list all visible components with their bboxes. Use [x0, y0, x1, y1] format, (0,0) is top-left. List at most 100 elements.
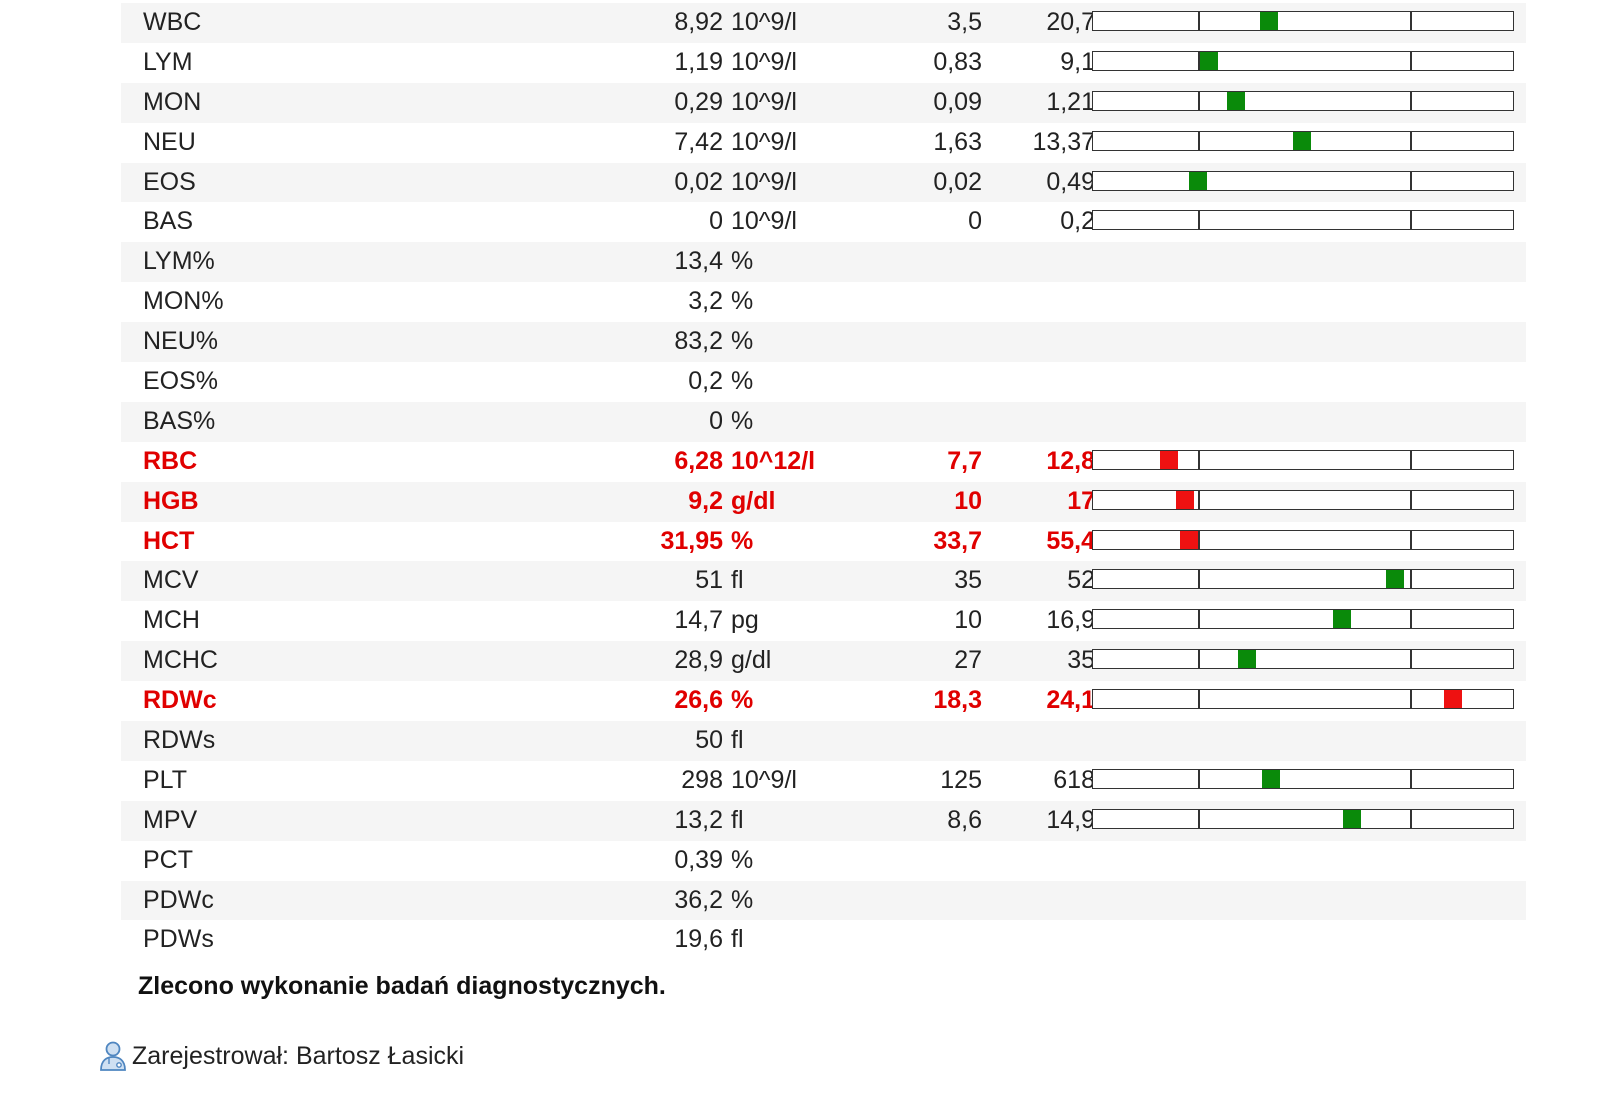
reference-min: 125: [940, 765, 982, 794]
test-value: 298: [681, 765, 723, 794]
reference-max: 52: [1067, 566, 1095, 595]
range-marker: [1238, 650, 1257, 669]
range-divider: [1198, 131, 1200, 150]
test-name: MCHC: [143, 646, 218, 675]
range-divider: [1410, 610, 1412, 629]
table-row: HGB 9,2 g/dl 10 17: [121, 481, 1526, 522]
test-name: NEU: [143, 127, 196, 156]
test-value: 19,6: [674, 925, 723, 954]
test-name: HGB: [143, 486, 199, 515]
test-name: WBC: [143, 8, 202, 36]
test-name: RDWc: [143, 686, 217, 715]
range-divider: [1198, 211, 1200, 230]
range-bar: [1092, 449, 1514, 470]
reference-min: 27: [954, 646, 982, 675]
range-divider: [1410, 211, 1412, 230]
test-unit: %: [731, 845, 754, 874]
test-value: 0,2: [688, 367, 723, 396]
test-unit: 10^9/l: [731, 167, 797, 196]
range-divider: [1198, 769, 1200, 788]
test-name: EOS: [143, 167, 196, 196]
test-unit: 10^9/l: [731, 127, 797, 156]
range-bar: [1092, 90, 1514, 111]
reference-max: 17: [1067, 486, 1095, 515]
test-name: MON%: [143, 287, 224, 316]
range-marker: [1199, 51, 1218, 70]
range-divider: [1198, 450, 1200, 469]
table-row: BAS 0 10^9/l 0 0,2: [121, 202, 1526, 242]
table-row: MCV 51 fl 35 52: [121, 561, 1526, 602]
reference-min: 18,3: [933, 686, 982, 715]
test-value: 3,2: [688, 287, 723, 316]
range-divider: [1198, 51, 1200, 70]
reference-min: 0,83: [933, 47, 982, 76]
test-value: 0: [709, 406, 723, 435]
test-name: HCT: [143, 526, 195, 555]
range-bar: [1092, 808, 1514, 829]
table-row: WBC 8,92 10^9/l 3,5 20,7: [121, 3, 1526, 43]
range-divider: [1198, 490, 1200, 509]
test-unit: fl: [731, 566, 744, 595]
range-bar: [1092, 768, 1514, 789]
test-name: LYM%: [143, 247, 215, 276]
table-row: MON 0,29 10^9/l 0,09 1,21: [121, 82, 1526, 123]
test-name: RDWs: [143, 726, 216, 755]
table-row: PDWs 19,6 fl: [121, 920, 1526, 960]
range-marker: [1342, 809, 1361, 828]
reference-max: 16,9: [1046, 606, 1095, 635]
test-value: 51: [695, 566, 723, 595]
table-row: RBC 6,28 10^12/l 7,7 12,8: [121, 442, 1526, 482]
table-row: EOS 0,02 10^9/l 0,02 0,49: [121, 162, 1526, 203]
table-row: NEU% 83,2%: [121, 322, 1526, 363]
test-value: 9,2: [688, 486, 723, 515]
reference-max: 618: [1053, 765, 1095, 794]
range-divider: [1198, 650, 1200, 669]
test-unit: %: [731, 247, 754, 276]
range-marker: [1176, 490, 1195, 509]
range-divider: [1410, 450, 1412, 469]
test-value: 1,19: [674, 47, 723, 76]
test-unit: 10^9/l: [731, 207, 797, 236]
test-value: 0,29: [674, 87, 723, 116]
range-bar: [1092, 689, 1514, 710]
doctor-user-icon: [100, 1041, 126, 1071]
range-divider: [1198, 690, 1200, 709]
test-value: 28,9: [674, 646, 723, 675]
range-divider: [1410, 91, 1412, 110]
test-name: MON: [143, 87, 202, 116]
reference-max: 0,49: [1046, 167, 1095, 196]
table-row: RDWc 26,6% 18,3 24,1: [121, 681, 1526, 721]
range-divider: [1410, 530, 1412, 549]
table-row: MON% 3,2%: [121, 282, 1526, 322]
reference-max: 12,8: [1046, 446, 1095, 475]
test-unit: 10^12/l: [731, 446, 816, 475]
reference-min: 0,02: [933, 167, 982, 196]
table-row: PCT 0,39%: [121, 841, 1526, 881]
test-value: 31,95: [660, 526, 723, 555]
test-name: MPV: [143, 805, 198, 834]
reference-min: 0: [968, 207, 982, 236]
range-divider: [1410, 769, 1412, 788]
reference-min: 10: [954, 606, 982, 635]
range-marker: [1260, 12, 1279, 30]
table-row: NEU 7,42 10^9/l 1,63 13,37: [121, 123, 1526, 163]
range-divider: [1410, 570, 1412, 589]
range-marker: [1160, 450, 1179, 469]
reference-max: 35: [1067, 646, 1095, 675]
reference-min: 10: [954, 486, 982, 515]
test-name: PLT: [143, 765, 187, 794]
test-unit: fl: [731, 805, 744, 834]
registered-by-text: Zarejestrował: Bartosz Łasicki: [132, 1041, 465, 1070]
table-row: MPV 13,2 fl 8,6 14,9: [121, 800, 1526, 841]
range-bar: [1092, 210, 1514, 231]
test-name: MCV: [143, 566, 199, 595]
range-divider: [1410, 490, 1412, 509]
table-row: HCT 31,95% 33,7 55,4: [121, 522, 1526, 562]
test-name: BAS: [143, 207, 194, 236]
range-marker: [1179, 530, 1198, 549]
test-value: 0: [709, 207, 723, 236]
table-row: MCHC 28,9 g/dl 27 35: [121, 641, 1526, 682]
test-value: 8,92: [674, 8, 723, 36]
test-name: PCT: [143, 845, 193, 874]
test-value: 36,2: [674, 885, 723, 914]
